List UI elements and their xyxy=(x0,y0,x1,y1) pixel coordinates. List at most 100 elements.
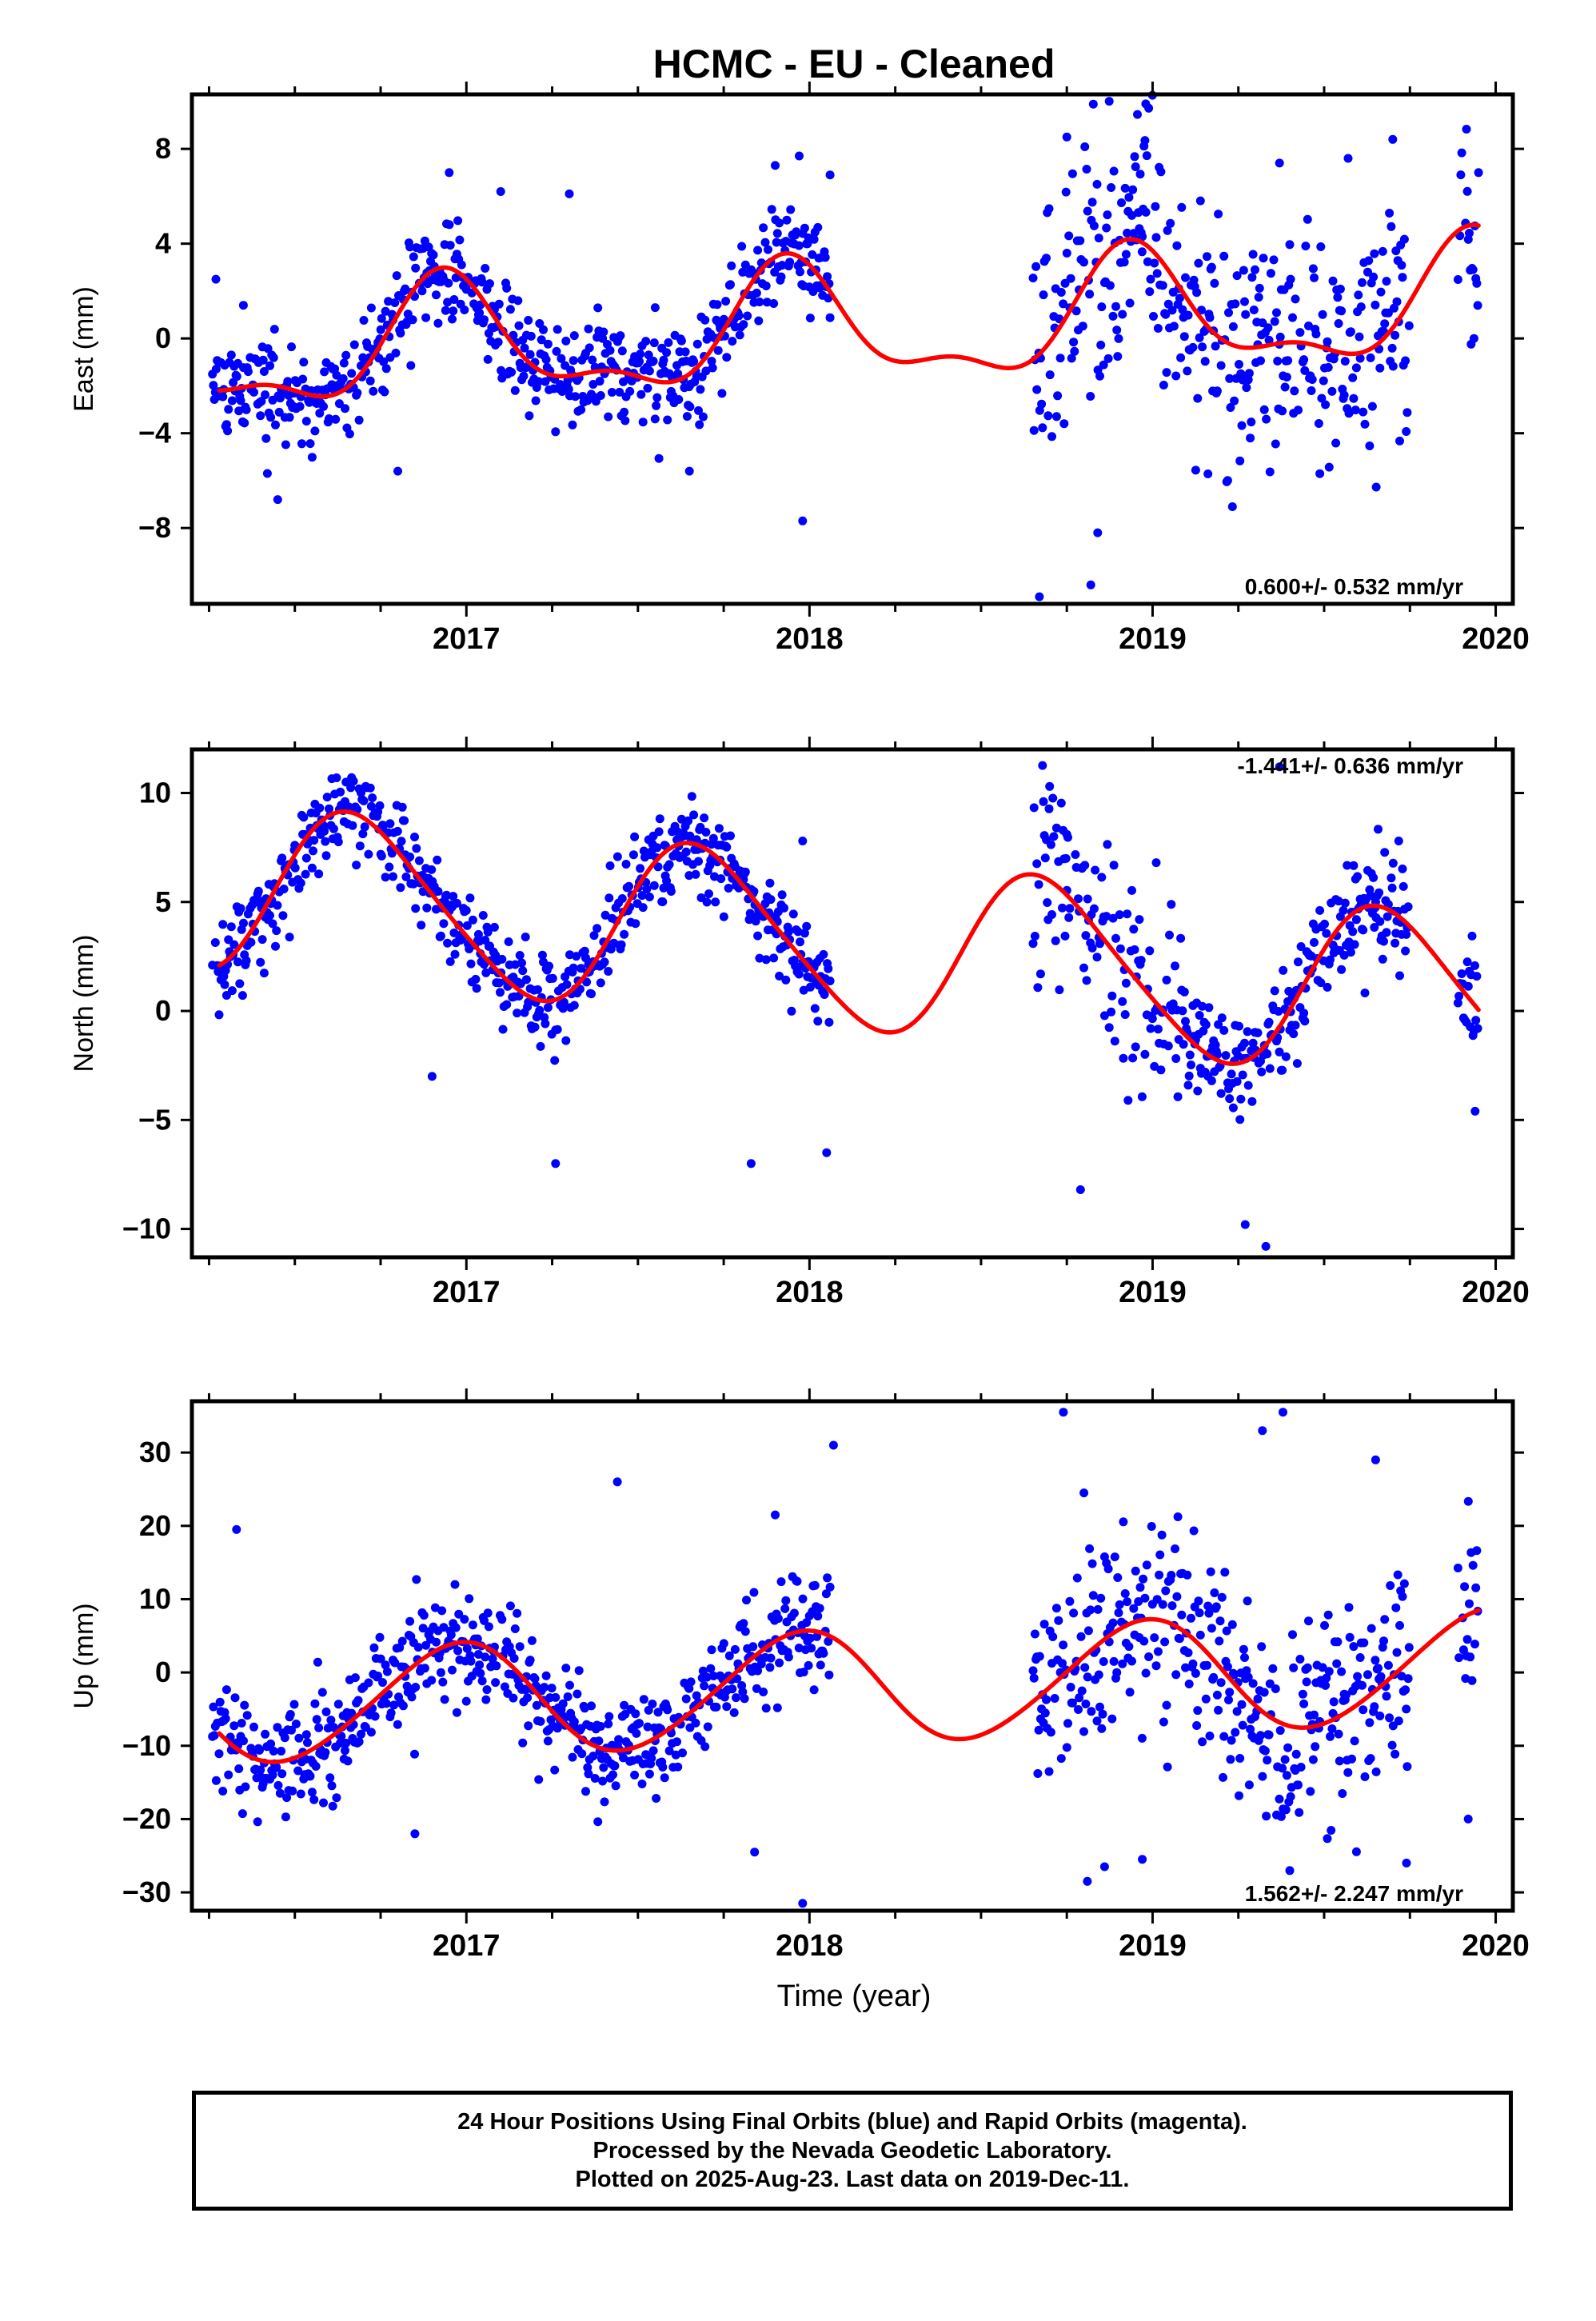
east-data-point-962 xyxy=(1473,301,1482,310)
east-data-point-31 xyxy=(240,418,249,428)
east-data-point-238 xyxy=(460,306,469,314)
up-data-point-612 xyxy=(1051,1604,1061,1613)
up-data-point-81 xyxy=(296,1789,305,1799)
up-data-point-31 xyxy=(239,1736,248,1746)
east-data-point-910 xyxy=(1370,249,1379,258)
north-data-point-783 xyxy=(1247,1097,1257,1106)
up-data-point-77 xyxy=(289,1700,299,1709)
north-data-point-145 xyxy=(359,796,369,805)
up-data-point-91 xyxy=(305,1772,315,1781)
north-data-point-907 xyxy=(1378,954,1387,964)
east-data-point-52 xyxy=(263,344,273,354)
up-data-point-187 xyxy=(405,1616,415,1626)
up-data-point-213 xyxy=(432,1637,441,1647)
east-data-point-4 xyxy=(211,364,221,374)
north-data-point-602 xyxy=(1033,983,1043,993)
east-y-tick-label-1: 4 xyxy=(155,227,171,260)
east-data-point-695 xyxy=(1140,136,1150,146)
up-data-point-561 xyxy=(798,1594,808,1604)
east-data-point-408 xyxy=(641,337,651,346)
north-data-point-915 xyxy=(1387,883,1397,893)
up-data-point-234 xyxy=(453,1646,463,1656)
up-data-point-962 xyxy=(1471,1583,1481,1592)
up-data-point-603 xyxy=(1040,1708,1050,1718)
east-data-point-750 xyxy=(1198,342,1207,352)
up-data-point-878 xyxy=(1334,1729,1343,1739)
up-data-point-934 xyxy=(1393,1570,1402,1580)
north-data-point-340 xyxy=(561,1036,571,1045)
north-data-point-282 xyxy=(502,1000,512,1009)
north-data-point-151 xyxy=(366,801,376,811)
north-data-point-756 xyxy=(1216,1089,1226,1098)
east-data-point-35 xyxy=(243,367,253,377)
up-data-point-638 xyxy=(1081,1700,1091,1708)
east-data-point-813 xyxy=(1262,414,1271,424)
east-data-point-333 xyxy=(564,385,573,394)
east-data-point-95 xyxy=(310,426,320,436)
north-data-point-220 xyxy=(439,919,449,929)
up-data-point-756 xyxy=(1210,1588,1219,1597)
up-data-point-912 xyxy=(1371,1656,1380,1665)
north-data-point-666 xyxy=(1118,997,1127,1006)
east-data-point-820 xyxy=(1271,439,1280,449)
up-sample-point-6 xyxy=(828,1440,838,1450)
north-data-point-554 xyxy=(781,975,791,985)
north-data-point-559 xyxy=(787,1006,796,1016)
north-data-point-865 xyxy=(1337,965,1347,974)
east-data-point-741 xyxy=(1189,275,1199,285)
north-data-point-520 xyxy=(745,909,755,918)
north-data-point-94 xyxy=(307,863,317,873)
east-data-point-961 xyxy=(1472,278,1482,288)
up-data-point-446 xyxy=(672,1737,681,1747)
north-data-point-109 xyxy=(321,851,331,861)
east-data-point-468 xyxy=(700,315,710,325)
up-data-point-548 xyxy=(784,1652,793,1662)
up-y-tick-label-3: 0 xyxy=(155,1656,171,1688)
east-data-point-643 xyxy=(1087,198,1097,207)
north-data-point-195 xyxy=(414,856,424,865)
north-data-point-246 xyxy=(465,893,475,903)
north-data-point-608 xyxy=(1040,853,1050,863)
north-data-point-675 xyxy=(1128,1053,1138,1063)
up-data-point-667 xyxy=(1110,1552,1119,1562)
north-data-point-575 xyxy=(802,921,812,931)
up-data-point-821 xyxy=(1276,1812,1286,1821)
east-data-point-957 xyxy=(1468,265,1478,274)
east-data-point-819 xyxy=(1270,317,1279,326)
up-data-point-310 xyxy=(532,1700,541,1710)
up-data-point-902 xyxy=(1359,1638,1369,1648)
up-data-point-78 xyxy=(291,1720,301,1728)
up-data-point-889 xyxy=(1345,1632,1355,1642)
east-sample-point-4 xyxy=(393,466,402,476)
up-data-point-674 xyxy=(1118,1659,1127,1668)
east-data-point-364 xyxy=(595,377,604,386)
up-data-point-963 xyxy=(1472,1546,1482,1556)
north-data-point-852 xyxy=(1323,982,1332,992)
east-data-point-121 xyxy=(338,374,348,383)
up-data-point-260 xyxy=(480,1616,489,1625)
east-data-point-641 xyxy=(1086,392,1095,401)
north-data-point-614 xyxy=(1047,910,1056,919)
east-x-tick-label-0: 2017 xyxy=(433,622,501,656)
up-data-point-816 xyxy=(1271,1684,1280,1693)
up-data-point-288 xyxy=(510,1624,520,1633)
up-sample-point-11 xyxy=(1138,1855,1147,1864)
up-data-point-471 xyxy=(702,1672,712,1682)
north-data-point-934 xyxy=(1454,992,1464,1001)
north-data-point-278 xyxy=(497,954,507,964)
east-data-point-640 xyxy=(1085,290,1095,299)
east-data-point-889 xyxy=(1346,327,1355,337)
up-data-point-331 xyxy=(553,1724,562,1733)
east-data-point-811 xyxy=(1259,405,1269,414)
north-data-point-663 xyxy=(1111,933,1120,943)
east-data-point-222 xyxy=(444,278,453,288)
up-data-point-631 xyxy=(1072,1573,1082,1583)
east-data-point-857 xyxy=(1311,330,1321,339)
up-data-point-104 xyxy=(317,1688,327,1697)
east-data-point-365 xyxy=(596,391,605,400)
north-data-point-356 xyxy=(580,946,589,956)
north-data-point-717 xyxy=(1179,1040,1188,1049)
east-data-point-690 xyxy=(1135,170,1145,179)
north-data-point-298 xyxy=(517,958,526,968)
east-data-point-652 xyxy=(1097,302,1107,312)
